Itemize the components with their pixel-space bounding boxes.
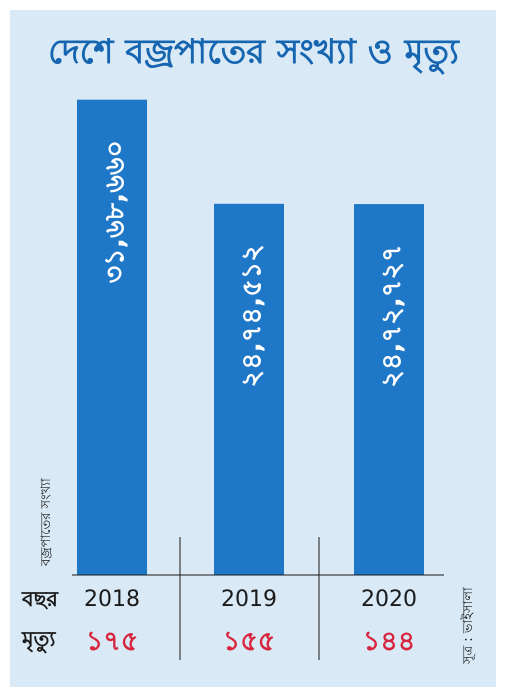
- year-label-2018: 2018: [84, 587, 140, 612]
- bar-value-labels: ৩১,৬৮,৬৬০ ২৪,৭৪,৫১২ ২৪,৭২,৭২৭: [100, 140, 408, 388]
- death-labels: ১৭৫ ১৫৫ ১৪৪: [86, 626, 416, 657]
- year-label-2020: 2020: [361, 587, 417, 612]
- bar-2020: [354, 204, 424, 575]
- death-label-2020: ১৪৪: [363, 626, 416, 657]
- death-label-2019: ১৫৫: [223, 626, 276, 657]
- row-label-deaths: মৃত্যু: [21, 627, 56, 653]
- death-label-2018: ১৭৫: [86, 626, 139, 657]
- bar-2019: [214, 203, 284, 576]
- bar-value-label-2019: ২৪,৭৪,৫১২: [237, 244, 268, 387]
- bar-2018: [77, 99, 147, 576]
- column-dividers: [179, 537, 320, 660]
- year-label-2019: 2019: [221, 587, 277, 612]
- source-note: সূত্র : ভাইসালা: [460, 587, 476, 665]
- bar-value-label-2018: ৩১,৬৮,৬৬০: [100, 140, 131, 283]
- chart-title: দেশে বজ্রপাতের সংখ্যা ও মৃত্যু: [48, 32, 459, 72]
- bars-layer: [77, 99, 424, 576]
- y-axis-label: বজ্রপাতের সংখ্যা: [39, 478, 54, 567]
- year-labels: 2018 2019 2020: [84, 587, 417, 612]
- row-label-year: বছর: [21, 587, 59, 611]
- bar-value-label-2020: ২৪,৭২,৭২৭: [377, 244, 408, 387]
